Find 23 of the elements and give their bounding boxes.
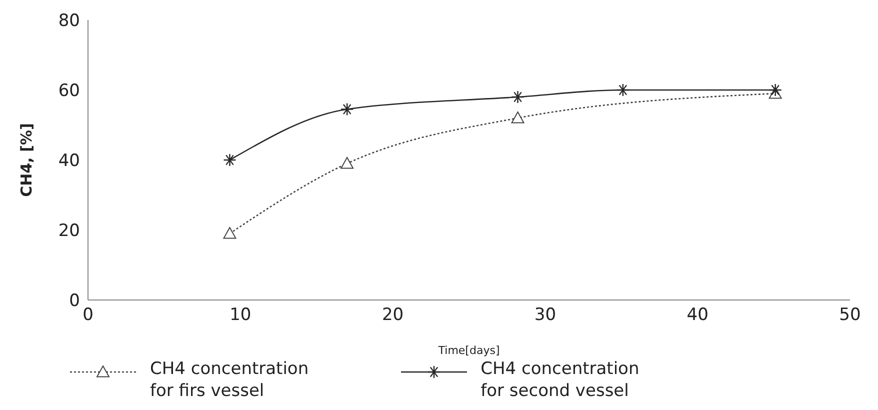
point (768, 83, 782, 97)
x-tick-label: 0 (82, 305, 94, 326)
x-tick-label: 30 (534, 305, 556, 326)
y-tick-label: 80 (58, 11, 80, 32)
point (223, 153, 236, 167)
y-tick-label: 20 (58, 221, 80, 242)
y-tick-label: 0 (69, 291, 80, 312)
y-tick-label: 60 (58, 81, 80, 102)
x-tick-label: 40 (686, 305, 708, 326)
y-axis-title: CH4, [%] (17, 123, 36, 197)
legend-label: CH4 concentration for firs vessel (150, 358, 309, 402)
point (511, 112, 524, 124)
y-tick-label: 40 (58, 151, 80, 172)
point (340, 102, 354, 116)
point (616, 83, 630, 97)
point (340, 157, 354, 169)
point (223, 227, 236, 239)
x-tick-label: 20 (382, 305, 404, 326)
point (511, 90, 524, 104)
x-tick-label: 50 (839, 305, 861, 326)
x-axis-title: Time[days] (437, 344, 500, 357)
legend-label: CH4 concentration for second vessel (480, 358, 640, 402)
x-tick-label: 10 (230, 305, 252, 326)
